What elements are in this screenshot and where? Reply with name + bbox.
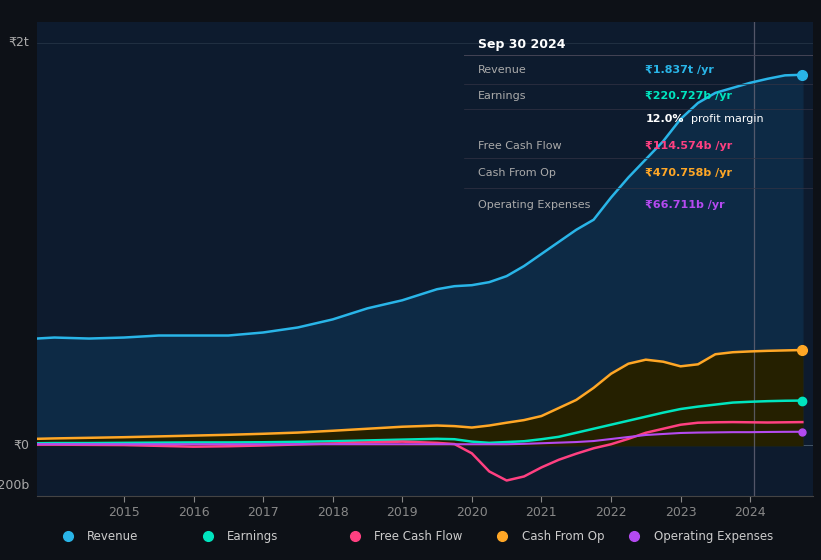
Text: Operating Expenses: Operating Expenses bbox=[478, 200, 590, 210]
Text: Cash From Op: Cash From Op bbox=[478, 168, 556, 178]
Text: ₹1.837t /yr: ₹1.837t /yr bbox=[645, 65, 714, 75]
Text: Earnings: Earnings bbox=[478, 91, 526, 101]
Text: ₹0: ₹0 bbox=[13, 438, 30, 452]
Text: Earnings: Earnings bbox=[227, 530, 278, 543]
Text: Cash From Op: Cash From Op bbox=[522, 530, 604, 543]
Text: ₹220.727b /yr: ₹220.727b /yr bbox=[645, 91, 732, 101]
Text: Free Cash Flow: Free Cash Flow bbox=[478, 141, 562, 151]
Text: Sep 30 2024: Sep 30 2024 bbox=[478, 38, 566, 52]
Text: Free Cash Flow: Free Cash Flow bbox=[374, 530, 463, 543]
Text: ₹66.711b /yr: ₹66.711b /yr bbox=[645, 200, 725, 210]
Text: Operating Expenses: Operating Expenses bbox=[654, 530, 773, 543]
Text: profit margin: profit margin bbox=[690, 114, 764, 124]
Text: ₹2t: ₹2t bbox=[8, 36, 30, 49]
Text: Revenue: Revenue bbox=[87, 530, 139, 543]
Text: 12.0%: 12.0% bbox=[645, 114, 684, 124]
Text: -₹200b: -₹200b bbox=[0, 479, 30, 492]
Text: ₹470.758b /yr: ₹470.758b /yr bbox=[645, 168, 732, 178]
Text: Revenue: Revenue bbox=[478, 65, 526, 75]
Text: ₹114.574b /yr: ₹114.574b /yr bbox=[645, 141, 732, 151]
